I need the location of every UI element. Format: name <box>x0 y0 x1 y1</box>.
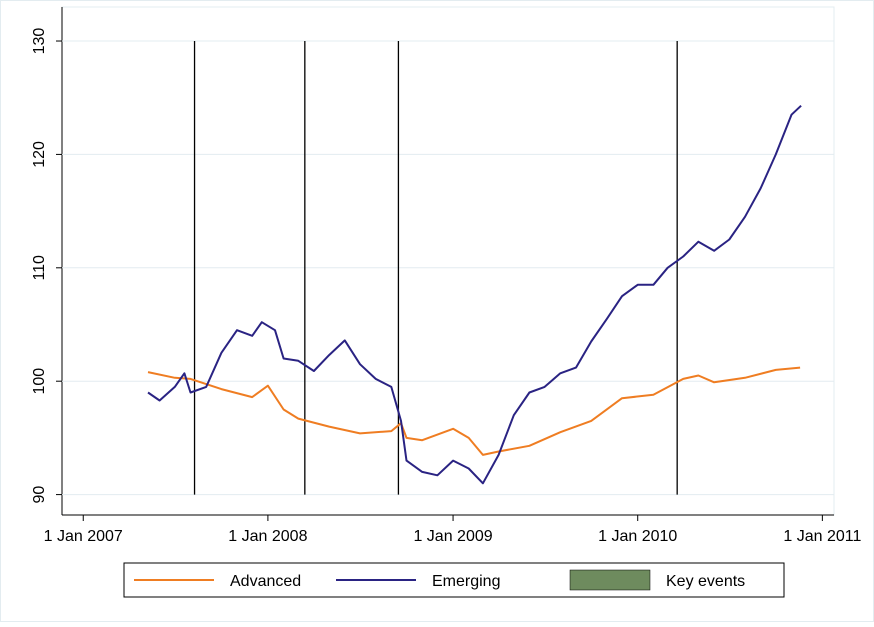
x-tick-label: 1 Jan 2011 <box>783 528 861 545</box>
series-line <box>147 104 802 485</box>
y-tick-label: 90 <box>31 486 48 504</box>
legend-label: Advanced <box>230 573 301 590</box>
legend-swatch <box>569 569 651 591</box>
x-tick-label: 1 Jan 2010 <box>598 528 677 545</box>
y-tick-label: 110 <box>31 255 48 281</box>
y-tick-label: 100 <box>31 368 48 395</box>
legend <box>123 562 785 598</box>
x-tick-label: 1 Jan 2007 <box>44 528 123 545</box>
plot-area <box>61 6 835 516</box>
x-tick-label: 1 Jan 2008 <box>228 528 307 545</box>
x-tick-label: 1 Jan 2009 <box>413 528 492 545</box>
y-tick-label: 120 <box>31 141 48 168</box>
y-tick-label: 130 <box>31 28 48 55</box>
legend-label: Key events <box>666 573 745 590</box>
series-line <box>147 366 801 456</box>
legend-label: Emerging <box>432 573 500 590</box>
